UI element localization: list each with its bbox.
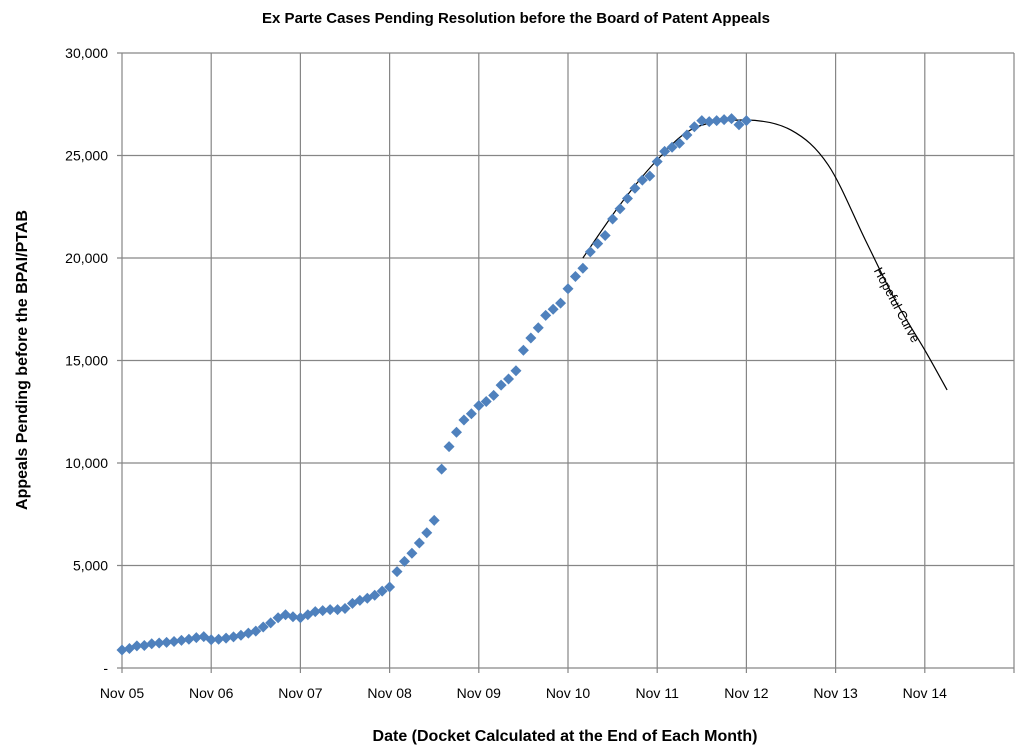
- data-point: [689, 121, 700, 132]
- data-point: [615, 203, 626, 214]
- data-point: [563, 283, 574, 294]
- data-point: [629, 183, 640, 194]
- data-point: [555, 298, 566, 309]
- x-axis-label: Date (Docket Calculated at the End of Ea…: [373, 728, 758, 745]
- y-axis-ticks: - 5,000 10,000 15,000 20,000 25,000 30,000: [65, 45, 108, 676]
- data-point: [622, 193, 633, 204]
- data-point: [496, 380, 507, 391]
- y-tick-label: 30,000: [65, 45, 108, 61]
- data-point: [585, 246, 596, 257]
- data-point: [592, 238, 603, 249]
- data-point: [444, 441, 455, 452]
- data-point: [540, 310, 551, 321]
- data-point: [577, 263, 588, 274]
- data-point: [421, 527, 432, 538]
- y-tick-label: 20,000: [65, 250, 108, 266]
- data-point: [406, 548, 417, 559]
- x-tick-label: Nov 11: [636, 685, 680, 701]
- hopeful-curve: [583, 120, 947, 390]
- x-tick-label: Nov 13: [813, 685, 858, 701]
- y-tick-label: 25,000: [65, 148, 108, 164]
- chart-title: Ex Parte Cases Pending Resolution before…: [262, 10, 770, 27]
- x-tick-label: Nov 14: [903, 685, 948, 701]
- data-point: [503, 373, 514, 384]
- data-point: [510, 365, 521, 376]
- hopeful-curve-label: Hopeful Curve: [871, 265, 923, 345]
- gridlines: [117, 53, 1014, 673]
- data-point: [652, 156, 663, 167]
- hopeful-curve-layer: [583, 120, 947, 390]
- y-axis-label: Appeals Pending before the BPAI/PTAB: [14, 210, 31, 510]
- y-tick-label: 10,000: [65, 455, 108, 471]
- data-points: [117, 113, 752, 655]
- x-tick-label: Nov 07: [278, 685, 323, 701]
- x-tick-label: Nov 06: [189, 685, 234, 701]
- data-point: [525, 332, 536, 343]
- data-point: [436, 464, 447, 475]
- x-tick-label: Nov 05: [100, 685, 145, 701]
- data-point: [429, 515, 440, 526]
- x-tick-label: Nov 12: [724, 685, 769, 701]
- data-point: [518, 345, 529, 356]
- data-point: [548, 304, 559, 315]
- x-tick-label: Nov 10: [546, 685, 591, 701]
- data-point: [533, 322, 544, 333]
- data-point: [392, 566, 403, 577]
- data-point: [726, 113, 737, 124]
- x-tick-label: Nov 08: [367, 685, 412, 701]
- data-point: [607, 214, 618, 225]
- y-tick-label: 15,000: [65, 353, 108, 369]
- x-tick-label: Nov 09: [457, 685, 502, 701]
- y-tick-label: -: [103, 660, 108, 676]
- data-point: [488, 390, 499, 401]
- data-point: [451, 427, 462, 438]
- data-point: [458, 414, 469, 425]
- x-axis-ticks: Nov 05 Nov 06 Nov 07 Nov 08 Nov 09 Nov 10 Nov …: [100, 685, 947, 701]
- data-point: [570, 271, 581, 282]
- y-tick-label: 5,000: [73, 558, 108, 574]
- data-point: [681, 130, 692, 141]
- data-point: [466, 408, 477, 419]
- data-point: [414, 537, 425, 548]
